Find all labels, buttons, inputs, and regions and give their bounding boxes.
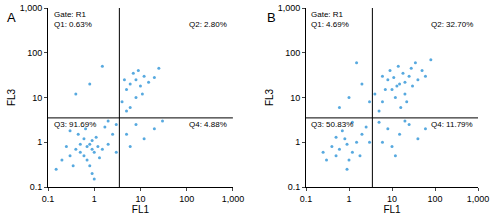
svg-text:Q3: 50.83%: Q3: 50.83% xyxy=(311,120,353,129)
svg-text:100: 100 xyxy=(285,48,300,58)
svg-text:0.1: 0.1 xyxy=(288,182,301,192)
svg-text:Q4: 4.88%: Q4: 4.88% xyxy=(189,120,227,129)
svg-text:0.1: 0.1 xyxy=(300,194,313,204)
svg-text:0.1: 0.1 xyxy=(42,194,55,204)
svg-text:10: 10 xyxy=(32,93,42,103)
svg-text:1: 1 xyxy=(37,137,42,147)
svg-text:100: 100 xyxy=(427,194,442,204)
svg-text:1,000: 1,000 xyxy=(467,194,490,204)
svg-text:Q2: 2.80%: Q2: 2.80% xyxy=(189,20,227,29)
svg-text:Q1: 0.63%: Q1: 0.63% xyxy=(54,20,92,29)
svg-text:10: 10 xyxy=(290,93,300,103)
svg-text:Q2: 32.70%: Q2: 32.70% xyxy=(431,20,473,29)
svg-text:FL1: FL1 xyxy=(383,204,401,215)
svg-text:10: 10 xyxy=(387,194,397,204)
svg-text:1: 1 xyxy=(346,194,351,204)
svg-text:1,000: 1,000 xyxy=(20,3,43,13)
svg-text:Q4: 11.79%: Q4: 11.79% xyxy=(431,120,473,129)
svg-text:1: 1 xyxy=(92,194,97,204)
svg-text:1,000: 1,000 xyxy=(278,3,301,13)
svg-text:FL1: FL1 xyxy=(132,204,150,215)
svg-text:0.1: 0.1 xyxy=(30,182,43,192)
svg-text:1,000: 1,000 xyxy=(222,194,245,204)
svg-text:Q1: 4.69%: Q1: 4.69% xyxy=(311,20,349,29)
svg-text:Gate: R1: Gate: R1 xyxy=(54,10,87,19)
svg-text:100: 100 xyxy=(27,48,42,58)
svg-text:10: 10 xyxy=(135,194,145,204)
svg-text:B: B xyxy=(267,10,276,25)
svg-text:Q3: 91.69%: Q3: 91.69% xyxy=(54,120,96,129)
svg-text:FL3: FL3 xyxy=(6,88,17,106)
svg-text:A: A xyxy=(7,10,16,25)
svg-text:FL3: FL3 xyxy=(264,88,275,106)
svg-text:Gate: R1: Gate: R1 xyxy=(311,10,344,19)
svg-text:1: 1 xyxy=(295,137,300,147)
svg-text:100: 100 xyxy=(179,194,194,204)
